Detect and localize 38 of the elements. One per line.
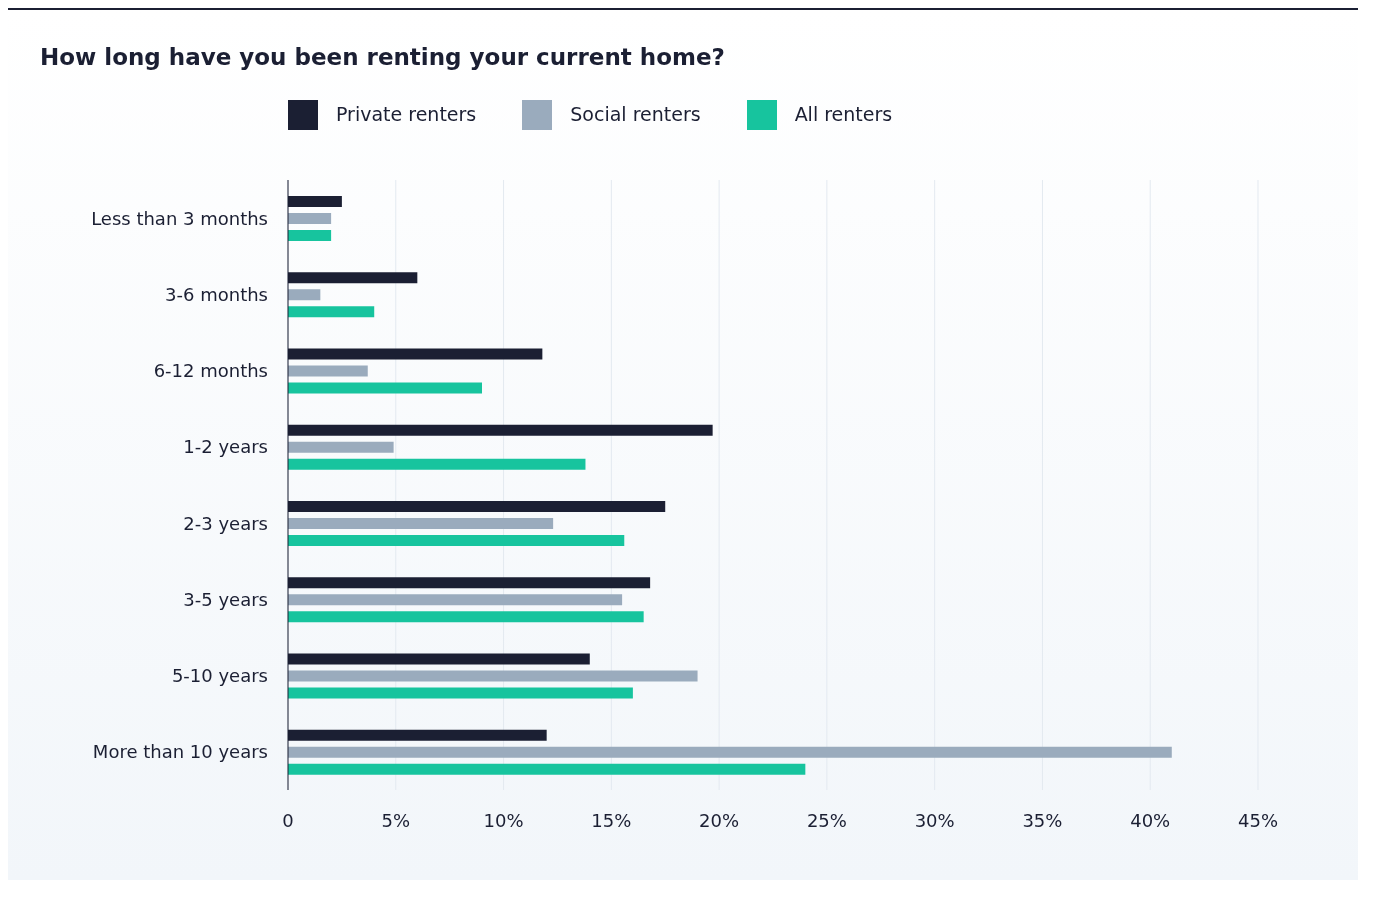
legend-label: All renters <box>794 102 893 125</box>
bar <box>288 611 644 623</box>
bar <box>288 535 625 546</box>
x-tick-label: 15% <box>591 809 632 831</box>
bar <box>288 687 633 699</box>
bar <box>288 382 482 394</box>
x-tick-label: 40% <box>1130 809 1171 831</box>
y-tick-label: 1-2 years <box>183 436 268 458</box>
x-tick-label: 5% <box>381 809 411 831</box>
bar <box>288 213 332 224</box>
y-tick-label: 3-5 years <box>183 588 268 610</box>
bar <box>288 306 375 318</box>
x-tick-label: 10% <box>483 809 524 831</box>
y-tick-label: 6-12 months <box>153 360 268 382</box>
y-tick-label: More than 10 years <box>92 741 268 763</box>
x-tick-label: 25% <box>806 809 847 831</box>
y-tick-label: 5-10 years <box>171 665 268 687</box>
bar <box>288 746 1172 758</box>
x-tick-label: 0 <box>282 809 294 831</box>
legend-label: Social renters <box>570 102 701 125</box>
bar <box>288 458 586 470</box>
bar <box>288 518 554 529</box>
bar <box>288 365 368 377</box>
legend-label: Private renters <box>336 102 477 125</box>
chart-title: How long have you been renting your current home? <box>39 43 726 70</box>
x-tick-label: 35% <box>1022 809 1063 831</box>
y-tick-label: Less than 3 months <box>91 207 268 229</box>
bar <box>288 441 394 453</box>
bar <box>288 763 806 775</box>
bar <box>288 670 698 682</box>
y-tick-label: 2-3 years <box>183 512 268 534</box>
x-tick-label: 45% <box>1237 809 1279 831</box>
y-tick-label: 3-6 months <box>165 283 268 305</box>
x-tick-label: 30% <box>914 809 955 831</box>
bar <box>288 594 623 606</box>
x-tick-label: 20% <box>699 809 740 831</box>
bar <box>288 289 321 301</box>
bar <box>288 230 332 241</box>
